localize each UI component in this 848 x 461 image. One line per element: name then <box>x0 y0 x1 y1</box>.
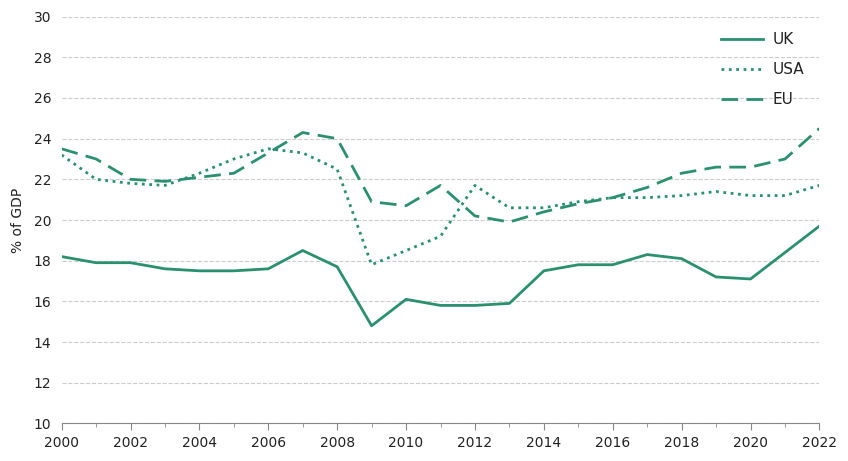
EU <box>229 171 239 176</box>
UK <box>298 248 308 253</box>
UK <box>229 268 239 274</box>
EU <box>401 203 411 208</box>
EU <box>642 185 652 190</box>
UK <box>263 266 273 272</box>
UK <box>470 303 480 308</box>
EU <box>160 178 170 184</box>
USA <box>814 183 824 188</box>
EU <box>677 171 687 176</box>
EU <box>608 195 618 201</box>
USA <box>711 189 721 194</box>
EU <box>538 209 549 215</box>
USA <box>780 193 790 198</box>
USA <box>57 152 67 158</box>
EU <box>780 156 790 162</box>
USA <box>126 181 136 186</box>
UK <box>745 276 756 282</box>
UK <box>332 264 343 270</box>
EU <box>435 183 445 188</box>
USA <box>401 248 411 253</box>
EU <box>194 175 204 180</box>
USA <box>677 193 687 198</box>
USA <box>538 205 549 211</box>
USA <box>332 166 343 172</box>
UK <box>538 268 549 274</box>
UK <box>814 223 824 229</box>
UK <box>194 268 204 274</box>
Line: USA: USA <box>62 149 819 265</box>
UK <box>160 266 170 272</box>
USA <box>608 195 618 201</box>
EU <box>91 156 101 162</box>
USA <box>470 183 480 188</box>
UK <box>126 260 136 266</box>
UK <box>435 303 445 308</box>
EU <box>711 165 721 170</box>
USA <box>435 234 445 239</box>
Legend: UK, USA, EU: UK, USA, EU <box>713 24 812 115</box>
USA <box>91 177 101 182</box>
UK <box>608 262 618 267</box>
UK <box>505 301 515 306</box>
UK <box>677 256 687 261</box>
EU <box>298 130 308 136</box>
UK <box>401 296 411 302</box>
USA <box>263 146 273 152</box>
USA <box>505 205 515 211</box>
EU <box>573 201 583 207</box>
EU <box>263 150 273 156</box>
UK <box>57 254 67 260</box>
Y-axis label: % of GDP: % of GDP <box>11 187 25 253</box>
EU <box>470 213 480 219</box>
EU <box>126 177 136 182</box>
UK <box>91 260 101 266</box>
USA <box>745 193 756 198</box>
UK <box>573 262 583 267</box>
EU <box>814 126 824 131</box>
UK <box>780 250 790 255</box>
USA <box>298 150 308 156</box>
UK <box>711 274 721 280</box>
USA <box>194 171 204 176</box>
EU <box>366 199 377 205</box>
USA <box>229 156 239 162</box>
USA <box>642 195 652 201</box>
EU <box>332 136 343 142</box>
UK <box>642 252 652 257</box>
Line: UK: UK <box>62 226 819 326</box>
EU <box>57 146 67 152</box>
UK <box>366 323 377 329</box>
EU <box>505 219 515 225</box>
USA <box>366 262 377 267</box>
Line: EU: EU <box>62 129 819 222</box>
EU <box>745 165 756 170</box>
USA <box>573 199 583 205</box>
USA <box>160 183 170 188</box>
